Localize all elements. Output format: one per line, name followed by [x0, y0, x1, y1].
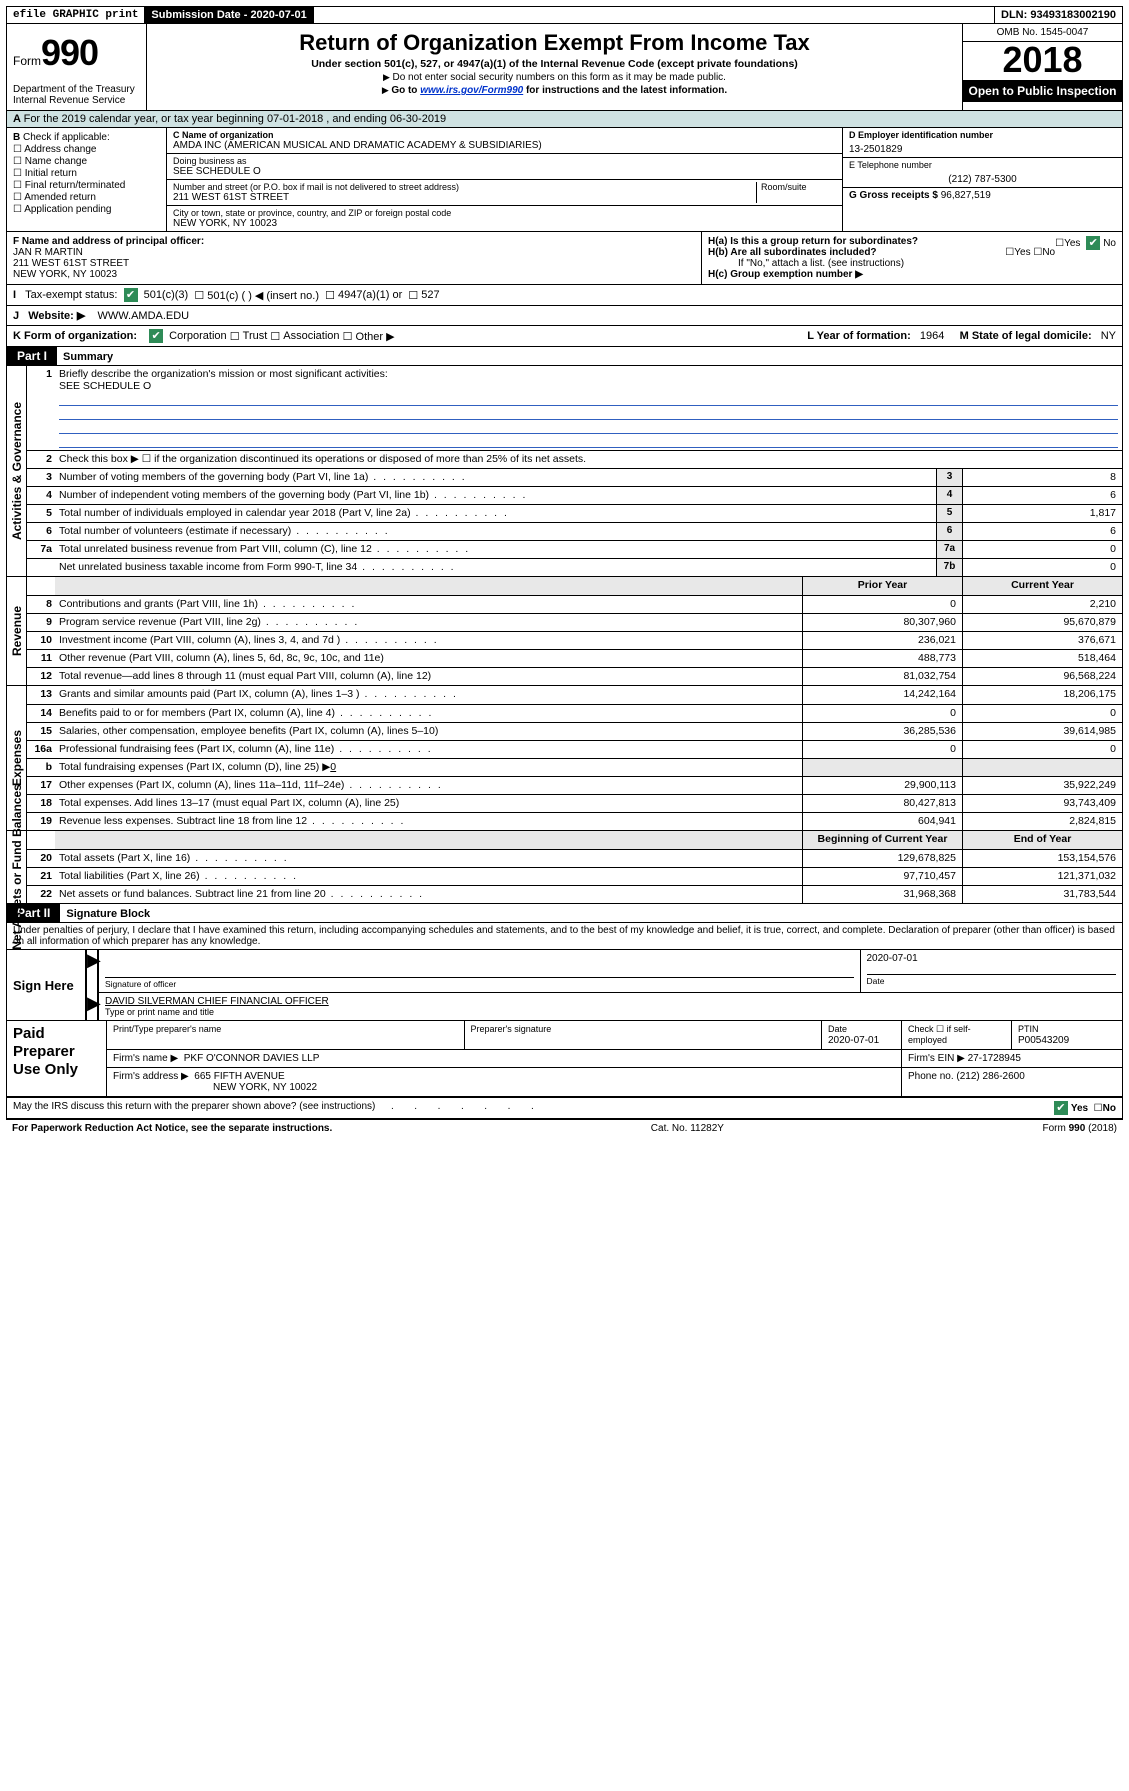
discuss-yes: ✔ [1054, 1101, 1068, 1115]
chk-app-pending[interactable]: Application pending [13, 204, 160, 215]
dept-label: Department of the Treasury Internal Reve… [13, 84, 140, 106]
firm-name: PKF O'CONNOR DAVIES LLP [184, 1053, 320, 1064]
officer-block: F Name and address of principal officer:… [7, 232, 1122, 285]
state-domicile: NY [1101, 330, 1116, 342]
discuss-row: May the IRS discuss this return with the… [7, 1098, 1122, 1118]
revenue-section: Revenue Prior YearCurrent Year 8Contribu… [7, 577, 1122, 686]
chk-name-change[interactable]: Name change [13, 156, 160, 167]
period-row: A For the 2019 calendar year, or tax yea… [7, 111, 1122, 128]
vtab-governance: Activities & Governance [10, 402, 24, 540]
governance-section: Activities & Governance 1 Briefly descri… [7, 366, 1122, 577]
sign-here-label: Sign Here [7, 950, 87, 1020]
part-i-header: Part ISummary [7, 347, 1122, 366]
paid-preparer-label: Paid Preparer Use Only [7, 1021, 107, 1096]
check-applicable: B Check if applicable: Address change Na… [7, 128, 167, 231]
website[interactable]: WWW.AMDA.EDU [97, 310, 189, 322]
ptin: P00543209 [1018, 1035, 1069, 1046]
ha-no-check: ✔ [1086, 236, 1100, 250]
chk-final-return[interactable]: Final return/terminated [13, 180, 160, 191]
vtab-revenue: Revenue [10, 606, 24, 656]
h-a: H(a) Is this a group return for subordin… [708, 236, 918, 247]
501c3-check: ✔ [124, 288, 138, 302]
vtab-expenses: Expenses [10, 730, 24, 786]
sign-here-block: Sign Here ▶ Signature of officer 2020-07… [7, 950, 1122, 1021]
gross-receipts: 96,827,519 [941, 190, 991, 201]
mission: SEE SCHEDULE O [59, 380, 151, 392]
form-990-label: Form990 [13, 32, 140, 74]
corp-check: ✔ [149, 329, 163, 343]
year-formation: 1964 [920, 330, 944, 342]
form-of-org: K Form of organization: ✔ Corporation ☐ … [7, 326, 1122, 347]
chk-amended[interactable]: Amended return [13, 192, 160, 203]
irs-link[interactable]: www.irs.gov/Form990 [420, 85, 523, 96]
firm-addr: 665 FIFTH AVENUE [194, 1071, 284, 1082]
h-b: H(b) Are all subordinates included? [708, 247, 877, 258]
form-header: Form990 Department of the Treasury Inter… [7, 24, 1122, 111]
entity-block: B Check if applicable: Address change Na… [7, 128, 1122, 232]
open-inspection: Open to Public Inspection [963, 80, 1122, 102]
v7a: 0 [962, 541, 1122, 558]
vtab-net-assets: Net Assets or Fund Balances [10, 784, 24, 950]
org-name: AMDA INC (AMERICAN MUSICAL AND DRAMATIC … [173, 140, 836, 151]
v6: 6 [962, 523, 1122, 540]
street-address: 211 WEST 61ST STREET [173, 192, 756, 203]
firm-phone: (212) 286-2600 [956, 1071, 1024, 1082]
form-title: Return of Organization Exempt From Incom… [153, 30, 956, 56]
ein: 13-2501829 [849, 144, 1116, 155]
expenses-section: Expenses 13Grants and similar amounts pa… [7, 686, 1122, 831]
prep-date: 2020-07-01 [828, 1035, 879, 1046]
website-row: J Website: ▶ WWW.AMDA.EDU [7, 306, 1122, 326]
tax-exempt-status: I Tax-exempt status: ✔ 501(c)(3) ☐ 501(c… [7, 285, 1122, 306]
sign-date: 2020-07-01 [867, 953, 1117, 964]
perjury-declaration: Under penalties of perjury, I declare th… [7, 923, 1122, 950]
form-subtitle: Under section 501(c), 527, or 4947(a)(1)… [153, 58, 956, 70]
v7b: 0 [962, 559, 1122, 576]
dba: SEE SCHEDULE O [173, 166, 836, 177]
chk-initial-return[interactable]: Initial return [13, 168, 160, 179]
officer-print-name: DAVID SILVERMAN CHIEF FINANCIAL OFFICER [105, 996, 1116, 1007]
instr-ssn: Do not enter social security numbers on … [153, 72, 956, 83]
instr-link: Go to www.irs.gov/Form990 for instructio… [153, 85, 956, 96]
city-state-zip: NEW YORK, NY 10023 [173, 218, 836, 229]
officer-name: JAN R MARTIN [13, 247, 83, 258]
tax-year: 2018 [963, 42, 1122, 80]
dln: DLN: 93493183002190 [994, 7, 1122, 23]
v4: 6 [962, 487, 1122, 504]
net-assets-section: Net Assets or Fund Balances Beginning of… [7, 831, 1122, 904]
self-employed-check[interactable]: Check ☐ if self-employed [908, 1024, 971, 1045]
efile-label[interactable]: efile GRAPHIC print [7, 7, 145, 23]
v5: 1,817 [962, 505, 1122, 522]
top-bar: efile GRAPHIC print Submission Date - 20… [6, 6, 1123, 24]
paid-preparer-block: Paid Preparer Use Only Print/Type prepar… [7, 1021, 1122, 1098]
h-c: H(c) Group exemption number ▶ [708, 269, 863, 280]
firm-ein: 27-1728945 [968, 1053, 1021, 1064]
telephone: (212) 787-5300 [849, 174, 1116, 185]
submission-date: Submission Date - 2020-07-01 [145, 7, 313, 23]
part-ii-header: Part IISignature Block [7, 904, 1122, 923]
v3: 8 [962, 469, 1122, 486]
chk-address-change[interactable]: Address change [13, 144, 160, 155]
page-footer: For Paperwork Reduction Act Notice, see … [6, 1119, 1123, 1137]
